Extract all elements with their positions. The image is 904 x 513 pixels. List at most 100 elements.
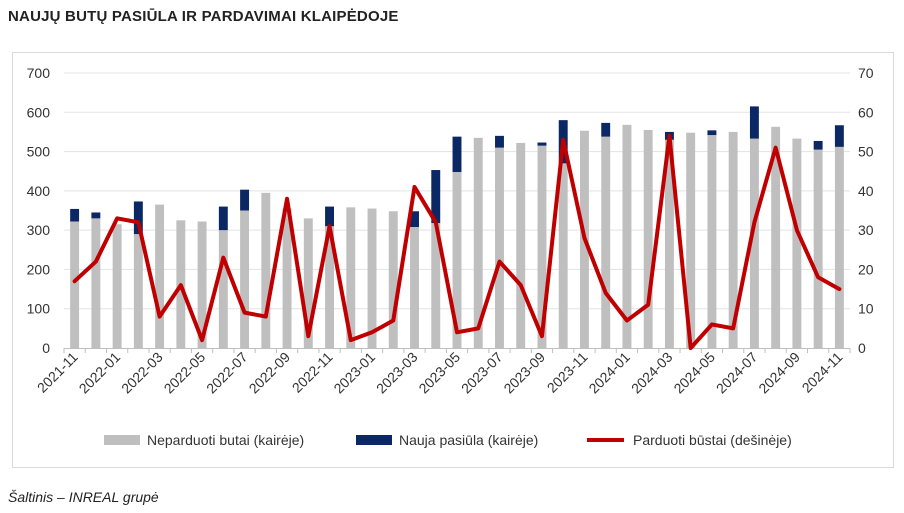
bar-unsold <box>303 218 313 348</box>
bar-unsold <box>325 226 335 348</box>
y-right-tick-label: 30 <box>858 222 874 238</box>
bar-unsold <box>728 131 738 348</box>
x-tick-label: 2023-03 <box>373 349 421 397</box>
bar-new-supply <box>431 170 441 224</box>
line-sold-apartments <box>72 133 842 350</box>
y-left-tick-label: 100 <box>27 301 51 317</box>
bar-unsold <box>622 124 632 348</box>
x-tick-label: 2024-03 <box>628 349 676 397</box>
bar-unsold <box>261 192 271 348</box>
x-tick-label: 2022-07 <box>203 349 251 397</box>
bar-new-supply <box>240 189 250 211</box>
x-tick-label: 2023-05 <box>415 349 463 397</box>
x-tick-label: 2024-07 <box>713 349 761 397</box>
bar-new-supply <box>218 206 228 231</box>
x-tick-label: 2022-03 <box>118 349 166 397</box>
bar-unsold <box>516 142 526 348</box>
y-left-tick-label: 500 <box>27 144 51 160</box>
bar-unsold <box>537 145 547 348</box>
bar-new-supply <box>70 208 80 222</box>
y-left-tick-label: 600 <box>27 104 51 120</box>
bar-unsold <box>495 147 504 348</box>
bar-new-supply <box>707 130 717 136</box>
x-tick-label: 2023-07 <box>458 349 506 397</box>
bar-new-supply <box>325 206 335 227</box>
bar-new-supply <box>813 140 823 150</box>
bar-new-supply <box>601 122 611 137</box>
x-tick-label: 2021-11 <box>34 349 81 396</box>
legend-swatch-new-supply <box>356 435 392 445</box>
bar-unsold <box>431 223 441 348</box>
bar-unsold <box>410 227 419 348</box>
x-tick-label: 2023-01 <box>330 349 378 397</box>
bar-unsold <box>452 172 462 348</box>
x-tick-label: 2024-05 <box>670 349 718 397</box>
y-right-tick-label: 10 <box>858 301 874 317</box>
chart-frame <box>12 52 894 468</box>
bar-new-supply <box>495 135 504 148</box>
x-tick-label: 2022-01 <box>76 349 124 397</box>
bar-unsold <box>240 210 250 348</box>
bar-unsold <box>91 218 101 348</box>
bar-unsold <box>155 204 165 348</box>
bars <box>70 106 844 348</box>
bar-unsold <box>70 221 80 348</box>
y-right-tick-label: 70 <box>858 65 874 81</box>
x-tick-label: 2022-05 <box>161 349 209 397</box>
x-tick-label: 2023-11 <box>544 349 591 396</box>
bar-new-supply <box>452 136 462 172</box>
bar-unsold <box>707 135 717 348</box>
chart-title: NAUJŲ BUTŲ PASIŪLA IR PARDAVIMAI KLAIPĖD… <box>8 8 399 25</box>
bar-unsold <box>792 138 802 348</box>
y-right-tick-label: 60 <box>858 104 874 120</box>
bar-new-supply <box>91 212 101 219</box>
bar-unsold <box>686 132 696 348</box>
bar-unsold <box>367 208 377 348</box>
bar-new-supply <box>834 125 844 147</box>
legend-label-unsold: Neparduoti butai (kairėje) <box>147 432 304 448</box>
x-tick-label: 2023-09 <box>500 349 548 397</box>
bar-unsold <box>133 234 143 348</box>
legend-swatch-unsold <box>104 435 140 445</box>
legend-label-sold: Parduoti būstai (dešinėje) <box>633 432 792 448</box>
sold-line <box>72 133 842 350</box>
x-tick-label: 2022-09 <box>246 349 294 397</box>
x-tick-label: 2022-11 <box>289 349 336 396</box>
bar-unsold <box>197 221 207 348</box>
bar-new-supply <box>749 106 759 139</box>
y-left-tick-label: 200 <box>27 261 51 277</box>
source-note: Šaltinis – INREAL grupė <box>8 489 159 505</box>
bar-new-supply <box>410 211 419 227</box>
y-left-tick-label: 700 <box>27 65 51 81</box>
x-tick-label: 2024-09 <box>755 349 803 397</box>
bar-unsold <box>813 149 823 348</box>
bar-unsold <box>558 163 568 348</box>
y-right-tick-label: 40 <box>858 183 874 199</box>
bar-unsold <box>749 138 759 348</box>
bar-new-supply <box>537 142 547 146</box>
y-left-tick-label: 300 <box>27 222 51 238</box>
bar-unsold <box>473 137 483 348</box>
legend: Neparduoti butai (kairėje) Nauja pasiūla … <box>104 432 792 448</box>
bar-new-supply <box>133 201 143 235</box>
y-right-tick-label: 50 <box>858 144 874 160</box>
legend-label-new-supply: Nauja pasiūla (kairėje) <box>399 432 538 448</box>
bar-unsold <box>112 224 122 348</box>
bar-unsold <box>643 129 653 348</box>
bar-unsold <box>771 126 781 348</box>
bar-unsold <box>834 146 844 348</box>
y-left-tick-label: 400 <box>27 183 51 199</box>
bar-unsold <box>218 230 228 348</box>
x-tick-label: 2024-01 <box>585 349 633 397</box>
bar-unsold <box>346 207 356 348</box>
y-left-tick-label: 0 <box>42 340 50 356</box>
x-tick-label: 2024-11 <box>799 349 846 396</box>
bar-unsold <box>664 139 674 348</box>
y-right-tick-label: 20 <box>858 261 874 277</box>
bar-unsold <box>388 211 398 348</box>
y-right-tick-label: 0 <box>858 340 866 356</box>
bar-unsold <box>601 136 611 348</box>
bar-unsold <box>282 208 292 348</box>
axes: 0 100 200 300 400 500 600 700 0 10 20 30 40 50 60 70 202… <box>27 65 874 396</box>
